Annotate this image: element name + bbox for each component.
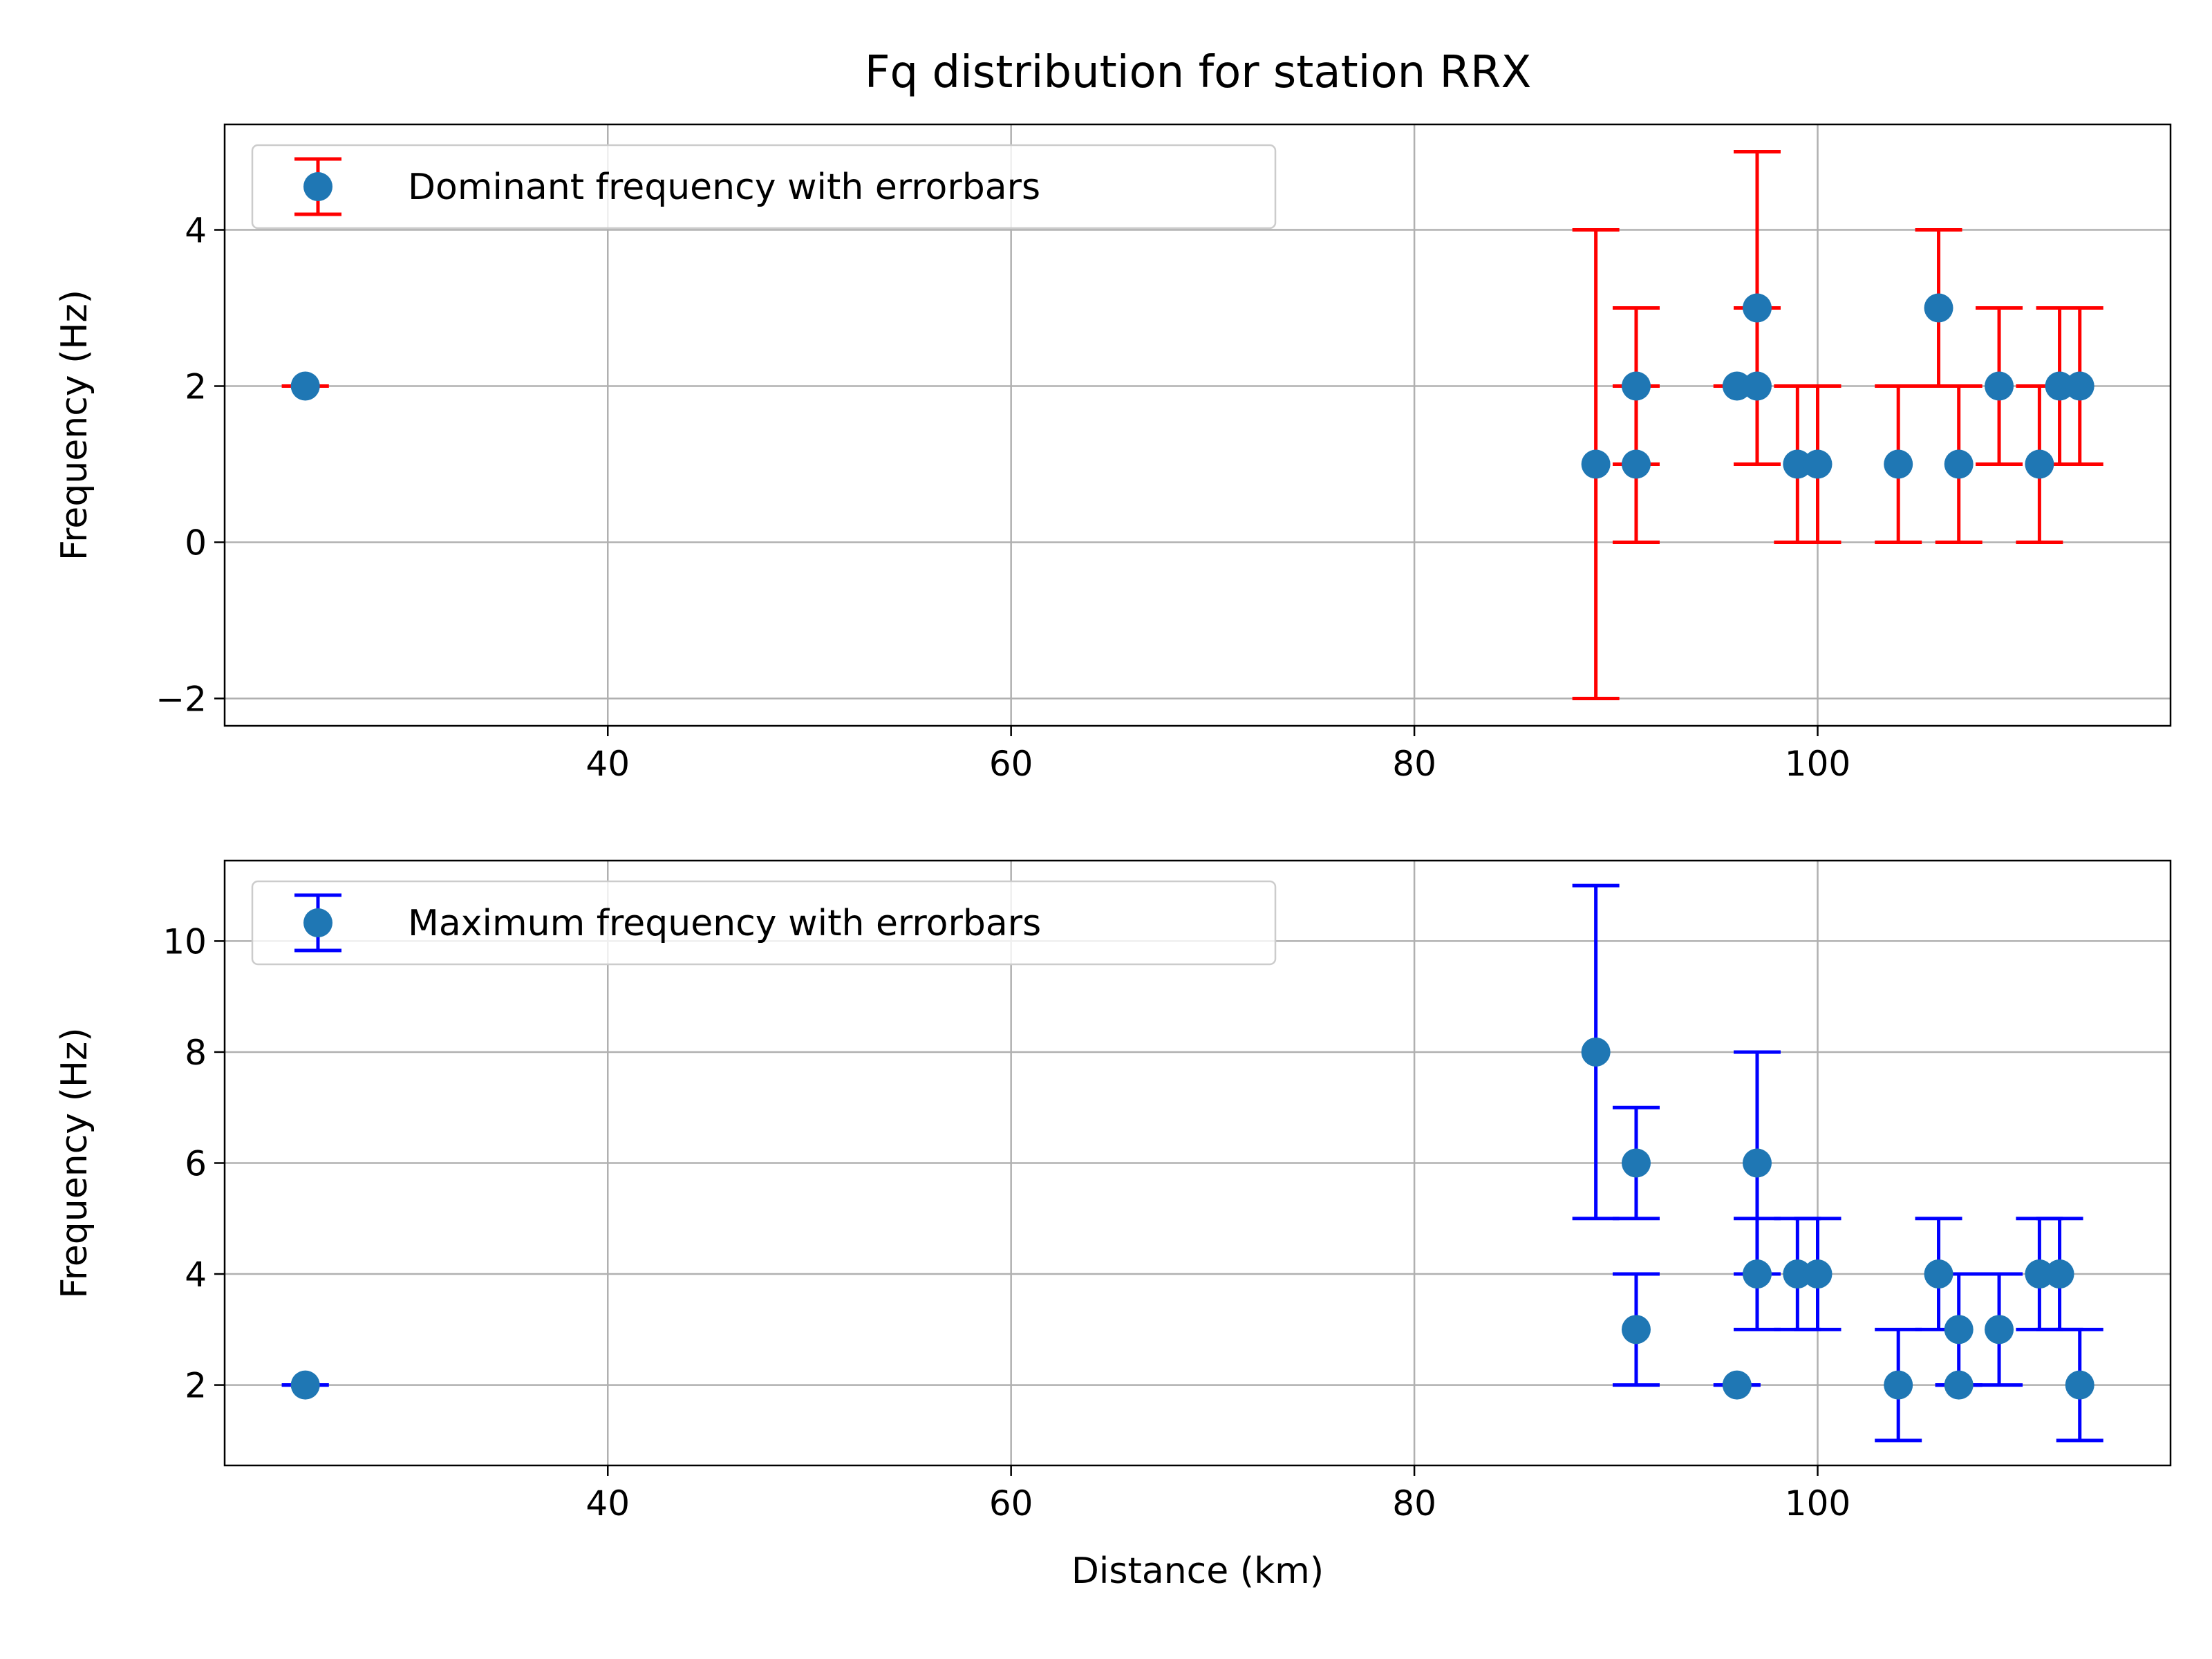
data-point xyxy=(1783,449,1812,479)
data-point xyxy=(2045,1259,2074,1289)
panel-dominant-frequency: 40 60 80 100 −2 0 2 4 Dominant frequency with er… xyxy=(54,123,2172,784)
legend: Maximum frequency with errorbars xyxy=(251,880,1277,966)
legend: Dominant frequency with errorbars xyxy=(251,144,1277,229)
data-point xyxy=(1924,293,1953,323)
legend-marker xyxy=(303,172,332,201)
x-tick-label: 60 xyxy=(989,744,1033,784)
x-tick-label: 40 xyxy=(585,1483,630,1524)
y-tick-label: 2 xyxy=(185,1366,207,1406)
x-axis-label: Distance (km) xyxy=(1071,1550,1324,1592)
data-point xyxy=(1621,1148,1651,1178)
data-point xyxy=(1884,449,1913,479)
data-point xyxy=(1581,1037,1611,1067)
figure-title: Fq distribution for station RRX xyxy=(865,47,1532,98)
data-point xyxy=(1944,449,1974,479)
data-point xyxy=(290,1370,320,1400)
x-tick-label: 80 xyxy=(1392,1483,1436,1524)
data-point xyxy=(1581,449,1611,479)
series xyxy=(281,883,2103,1443)
data-point xyxy=(1742,1259,1772,1289)
y-tick-label: 8 xyxy=(185,1033,207,1073)
plot-frame xyxy=(223,859,2172,1467)
legend-frame xyxy=(251,144,1277,229)
data-point xyxy=(290,371,320,401)
data-point xyxy=(1803,1259,1833,1289)
x-tick-label: 80 xyxy=(1392,744,1436,784)
data-point xyxy=(1985,1315,2014,1344)
y-tick-label: 10 xyxy=(162,921,207,962)
data-point xyxy=(1621,1315,1651,1344)
data-point xyxy=(1944,1315,1974,1344)
data-point xyxy=(1783,1259,1812,1289)
x-tick-label: 100 xyxy=(1785,744,1850,784)
y-tick-label: 4 xyxy=(185,211,207,251)
y-tick-label: −2 xyxy=(156,679,207,719)
legend-marker xyxy=(303,908,332,937)
data-point xyxy=(2025,1259,2054,1289)
y-axis-label: Frequency (Hz) xyxy=(54,1027,95,1298)
data-point xyxy=(2045,371,2074,401)
x-tick-label: 60 xyxy=(989,1483,1033,1524)
data-point xyxy=(1722,1370,1752,1400)
data-point xyxy=(1924,1259,1953,1289)
data-point xyxy=(1742,1148,1772,1178)
data-point xyxy=(2065,371,2094,401)
y-tick-label: 4 xyxy=(185,1255,207,1295)
legend-label: Dominant frequency with errorbars xyxy=(408,167,1040,208)
y-tick-label: 6 xyxy=(185,1144,207,1184)
data-point xyxy=(1722,371,1752,401)
data-point xyxy=(1884,1370,1913,1400)
y-tick-label: 2 xyxy=(185,367,207,407)
data-point xyxy=(1742,293,1772,323)
legend-label: Maximum frequency with errorbars xyxy=(408,903,1041,944)
data-point xyxy=(2025,449,2054,479)
series xyxy=(281,150,2103,700)
panel-maximum-frequency: 40 60 80 100 2 4 6 8 10 Maximum frequency with er… xyxy=(54,859,2172,1592)
data-point xyxy=(1621,449,1651,479)
y-tick-label: 0 xyxy=(185,523,207,563)
data-point xyxy=(1985,371,2014,401)
x-tick-label: 40 xyxy=(585,744,630,784)
data-point xyxy=(1621,371,1651,401)
data-point xyxy=(1742,371,1772,401)
data-point xyxy=(1803,449,1833,479)
data-point xyxy=(1944,1370,1974,1400)
y-axis-label: Frequency (Hz) xyxy=(54,290,95,561)
plot-frame xyxy=(223,123,2172,727)
legend-frame xyxy=(251,880,1277,966)
x-tick-label: 100 xyxy=(1785,1483,1850,1524)
data-point xyxy=(2065,1370,2094,1400)
